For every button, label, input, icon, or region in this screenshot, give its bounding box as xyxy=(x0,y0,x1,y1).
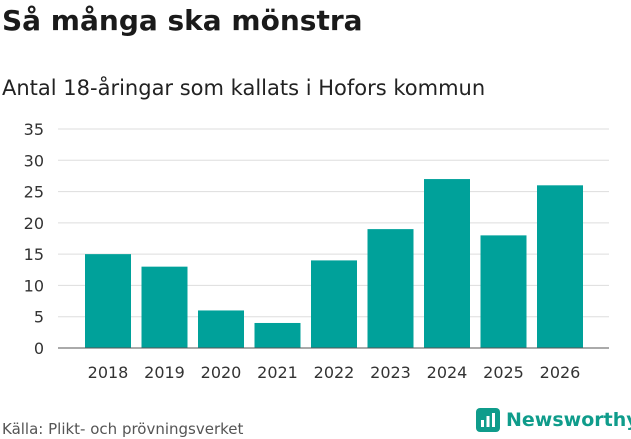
y-tick-label: 15 xyxy=(24,245,44,264)
x-tick-label: 2025 xyxy=(483,363,524,382)
y-tick-label: 25 xyxy=(24,183,44,202)
x-tick-label: 2018 xyxy=(88,363,129,382)
y-tick-label: 0 xyxy=(34,339,44,358)
y-tick-label: 5 xyxy=(34,308,44,327)
bar-2026 xyxy=(537,185,583,348)
x-tick-label: 2026 xyxy=(540,363,581,382)
bar-2021 xyxy=(254,322,301,348)
chart-title: Så många ska mönstra xyxy=(2,4,363,37)
brand-logo: Newsworthy xyxy=(476,408,631,432)
x-tick-label: 2020 xyxy=(201,363,242,382)
y-tick-label: 10 xyxy=(24,276,44,295)
x-tick-label: 2022 xyxy=(314,363,355,382)
bar-2019 xyxy=(141,266,188,348)
y-tick-label: 35 xyxy=(24,120,44,139)
bar-2025 xyxy=(480,235,527,348)
x-axis-ticks: 2018 2019 2020 2021 2022 2023 2024 2025 2026 xyxy=(88,363,581,382)
x-tick-label: 2019 xyxy=(144,363,185,382)
x-tick-label: 2024 xyxy=(427,363,468,382)
x-tick-label: 2023 xyxy=(370,363,411,382)
bar-2018 xyxy=(85,254,131,348)
brand-name: Newsworthy xyxy=(506,409,631,431)
y-axis-ticks: 0 5 10 15 20 25 30 35 xyxy=(24,120,44,358)
bar-2023 xyxy=(367,229,414,348)
bar-2020 xyxy=(198,310,244,348)
newsworthy-logo-icon xyxy=(476,408,500,432)
y-tick-label: 20 xyxy=(24,214,44,233)
y-tick-label: 30 xyxy=(24,151,44,170)
chart-subtitle: Antal 18-åringar som kallats i Hofors ko… xyxy=(2,76,486,100)
bars xyxy=(85,179,583,348)
bar-2022 xyxy=(311,260,357,348)
bar-2024 xyxy=(424,179,470,348)
x-tick-label: 2021 xyxy=(257,363,298,382)
source-note: Källa: Plikt- och prövningsverket xyxy=(2,420,244,438)
